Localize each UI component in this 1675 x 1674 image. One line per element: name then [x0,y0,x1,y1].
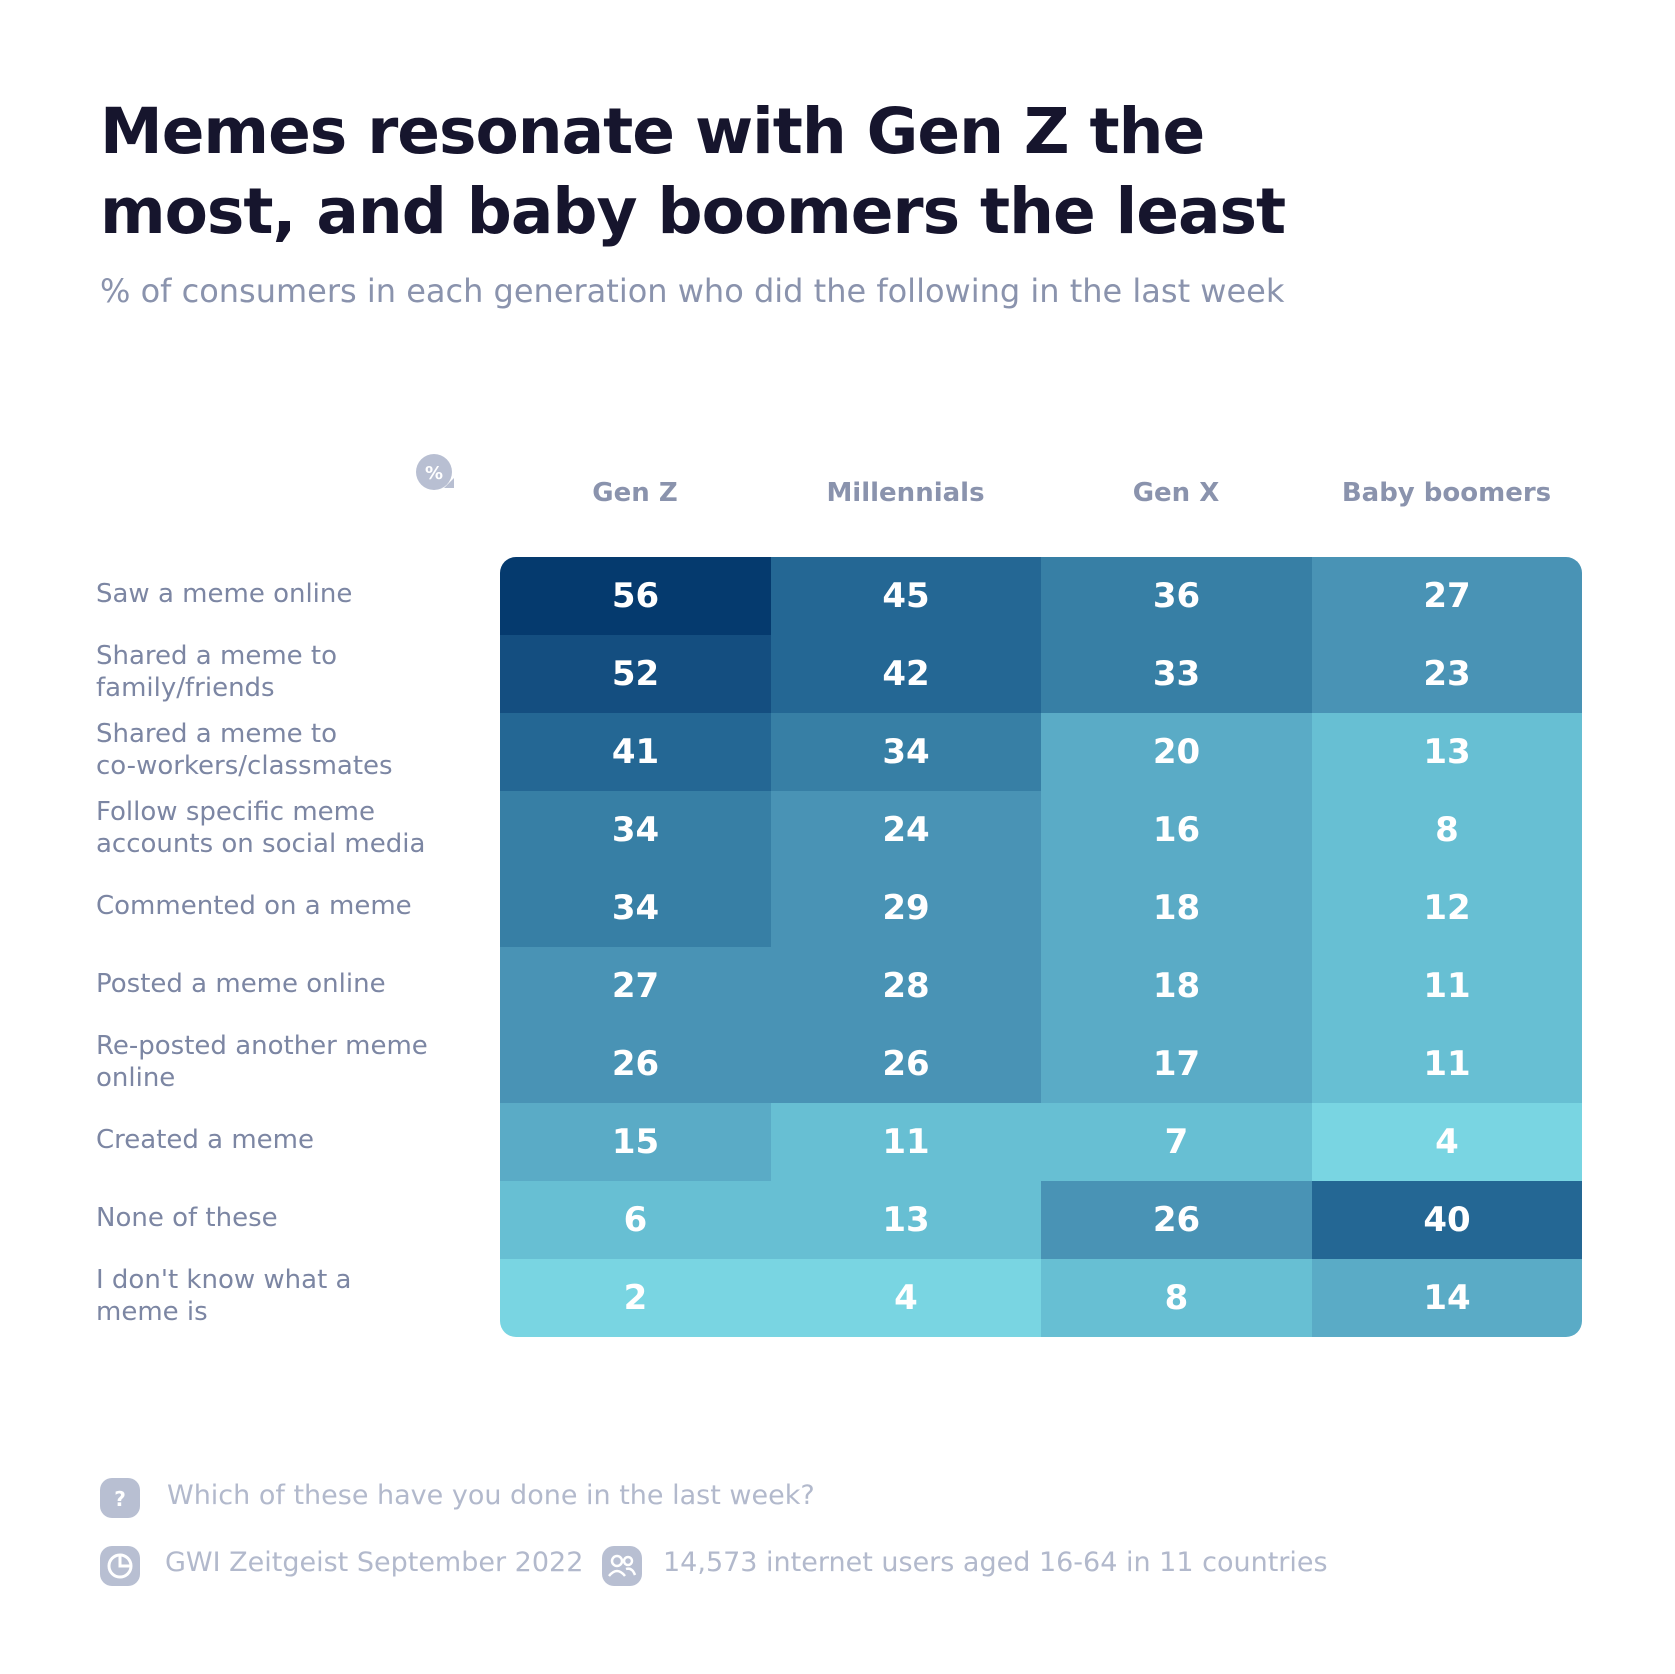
heatmap-cell: 34 [770,713,1042,791]
heatmap-cell: 4 [770,1259,1042,1337]
title-line-2: most, and baby boomers the least [100,175,1286,248]
row-label-line: Created a meme [96,1125,315,1155]
row-label-line: Posted a meme online [96,969,386,999]
question-icon: ? [100,1478,140,1518]
svg-text:?: ? [114,1487,126,1511]
heatmap-cell: 11 [1311,1025,1582,1103]
heatmap-grid: 56 45 36 27 52 42 33 23 41 34 20 13 34 24 16 8 34 29 18 12 2… [500,557,1582,1337]
sample-size: 14,573 internet users aged 16-64 in 11 c… [663,1547,1328,1578]
row-label-line: Shared a meme to [96,719,338,749]
heatmap-cell: 41 [500,713,771,791]
chart-title: Memes resonate with Gen Z the most, and … [100,92,1400,252]
row-label: Re-posted another meme online [96,1030,456,1094]
heatmap-cell: 20 [1041,713,1312,791]
heatmap-cell: 33 [1041,635,1312,713]
row-label-line: None of these [96,1203,278,1233]
heatmap-cell: 12 [1311,869,1582,947]
row-label-line: Saw a meme online [96,579,353,609]
column-header: Millennials [826,478,985,508]
heatmap-cell: 26 [1041,1181,1312,1259]
heatmap-cell: 26 [500,1025,771,1103]
heatmap-cell: 29 [770,869,1042,947]
row-label: Saw a meme online [96,578,456,610]
heatmap-cell: 28 [770,947,1042,1025]
row-label: Follow specific meme accounts on social m… [96,796,456,860]
heatmap-cell: 34 [500,869,771,947]
row-label-line: online [96,1063,176,1093]
heatmap-cell: 11 [1311,947,1582,1025]
heatmap-cell: 24 [770,791,1042,869]
heatmap-cell: 36 [1041,557,1312,635]
survey-question: Which of these have you done in the last… [167,1480,815,1511]
heatmap-cell: 8 [1311,791,1582,869]
heatmap-cell: 16 [1041,791,1312,869]
heatmap-cell: 42 [770,635,1042,713]
heatmap-cell: 7 [1041,1103,1312,1181]
chart-subtitle: % of consumers in each generation who di… [100,272,1285,310]
row-label-line: Shared a meme to [96,641,338,671]
column-header: Gen Z [592,478,678,508]
heatmap-cell: 6 [500,1181,771,1259]
heatmap-cell: 4 [1311,1103,1582,1181]
column-header: Gen X [1132,478,1220,508]
heatmap-cell: 18 [1041,947,1312,1025]
percent-icon: % [416,454,454,490]
row-label: Shared a meme to family/friends [96,640,456,704]
heatmap-cell: 13 [1311,713,1582,791]
heatmap-cell: 56 [500,557,771,635]
heatmap-cell: 18 [1041,869,1312,947]
row-label-line: Commented on a meme [96,891,412,921]
row-label: Commented on a meme [96,890,456,922]
row-label-line: accounts on social media [96,829,426,859]
row-label-line: meme is [96,1297,208,1327]
heatmap-cell: 23 [1311,635,1582,713]
heatmap-cell: 17 [1041,1025,1312,1103]
heatmap-cell: 27 [1311,557,1582,635]
title-line-1: Memes resonate with Gen Z the [100,95,1205,168]
row-label-line: Follow specific meme [96,797,375,827]
data-source: GWI Zeitgeist September 2022 [165,1547,584,1578]
row-label-line: co-workers/classmates [96,751,393,781]
row-label: Created a meme [96,1124,456,1156]
row-label: Posted a meme online [96,968,456,1000]
svg-text:%: % [425,463,443,484]
heatmap-cell: 13 [770,1181,1042,1259]
heatmap-cell: 34 [500,791,771,869]
row-label: None of these [96,1202,456,1234]
heatmap-cell: 2 [500,1259,771,1337]
heatmap-cell: 52 [500,635,771,713]
column-header: Baby boomers [1341,478,1552,508]
heatmap-cell: 11 [770,1103,1042,1181]
heatmap-cell: 40 [1311,1181,1582,1259]
heatmap-cell: 27 [500,947,771,1025]
heatmap-cell: 26 [770,1025,1042,1103]
heatmap-cell: 15 [500,1103,771,1181]
row-label: Shared a meme to co-workers/classmates [96,718,456,782]
heatmap-cell: 14 [1311,1259,1582,1337]
source-chart-icon [100,1546,140,1586]
row-label-line: I don't know what a [96,1265,352,1295]
row-label: I don't know what a meme is [96,1264,456,1328]
heatmap-cell: 8 [1041,1259,1312,1337]
users-icon [602,1546,642,1586]
heatmap-cell: 45 [770,557,1042,635]
row-label-line: family/friends [96,673,275,703]
row-label-line: Re-posted another meme [96,1031,428,1061]
